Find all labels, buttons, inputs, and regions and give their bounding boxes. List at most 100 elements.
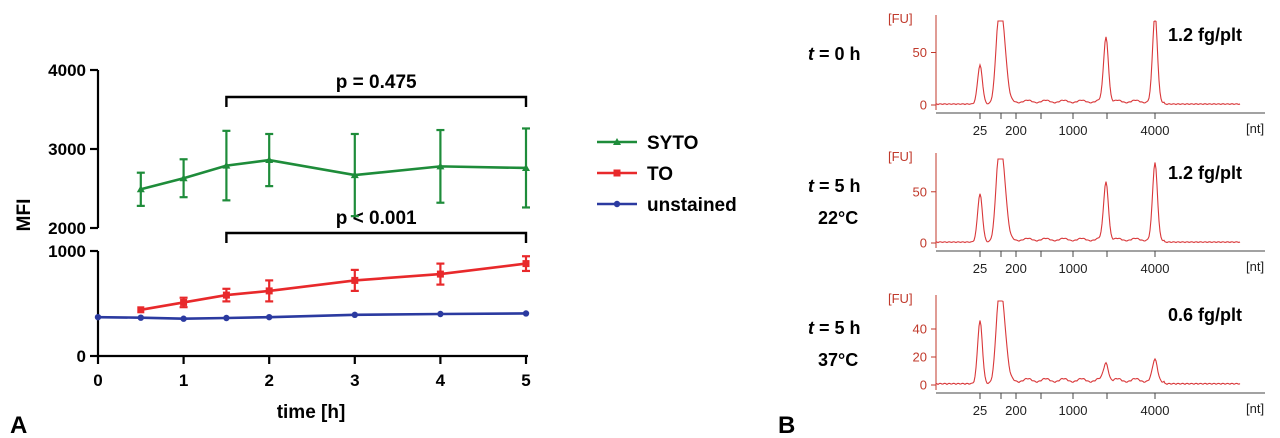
series-line <box>97 312 527 321</box>
data-point <box>613 138 621 145</box>
data-point <box>265 287 273 295</box>
data-point <box>351 311 358 319</box>
nt-tick-label: 200 <box>1005 403 1027 418</box>
legend-item-syto: SYTO <box>597 133 698 154</box>
nt-tick-label: 200 <box>1005 261 1027 276</box>
trace-line <box>935 158 1241 244</box>
data-point <box>180 315 187 322</box>
data-point <box>136 185 145 193</box>
legend-label: SYTO <box>647 133 698 154</box>
y-tick-label: 3000 <box>48 140 86 159</box>
fu-axis-label: [FU] <box>888 11 913 26</box>
significance-bracket <box>225 95 528 107</box>
nt-tick-label: 4000 <box>1141 123 1170 138</box>
electropherogram-3: t = 5 h 37°C 0.6 fg/plt [FU] [nt] 0 20 40 25 200 1… <box>808 291 1265 418</box>
data-point <box>223 314 230 322</box>
panel-a-axes: 0 1000 2000 3000 4000 0 1 2 3 4 5 <box>48 61 531 390</box>
x-axis-title: time [h] <box>277 402 346 423</box>
data-point <box>613 169 621 177</box>
legend-item-to: TO <box>597 164 673 185</box>
nt-tick-label: 25 <box>973 261 987 276</box>
concentration-label: 0.6 fg/plt <box>1168 305 1242 325</box>
fu-tick-label: 50 <box>913 45 927 60</box>
data-point <box>522 310 530 317</box>
data-point <box>436 270 444 278</box>
panel-a-annotations: p = 0.475 p < 0.001 <box>225 72 528 243</box>
data-point <box>437 310 444 318</box>
trace-line <box>935 300 1241 386</box>
x-tick-label: 4 <box>436 371 446 390</box>
data-point <box>522 163 530 171</box>
concentration-label: 1.2 fg/plt <box>1168 25 1242 45</box>
data-point <box>222 161 231 169</box>
y-axis-title: MFI <box>14 199 35 232</box>
data-point <box>613 200 621 208</box>
nt-axis-label: [nt] <box>1246 401 1264 416</box>
data-point <box>94 313 102 321</box>
fu-tick-label: 0 <box>920 236 927 251</box>
fu-tick-label: 0 <box>920 98 927 113</box>
nt-axis-label: [nt] <box>1246 121 1264 136</box>
series-syto <box>136 127 530 218</box>
fu-tick-label: 20 <box>913 350 927 365</box>
data-point <box>522 260 530 268</box>
significance-bracket <box>225 231 528 243</box>
nt-axis-label: [nt] <box>1246 259 1264 274</box>
temperature-label: 37°C <box>818 350 858 370</box>
nt-tick-label: 4000 <box>1141 403 1170 418</box>
series-unstained <box>94 310 530 322</box>
data-point <box>179 174 188 182</box>
condition-label: t = 5 h <box>808 318 861 338</box>
data-point <box>137 306 145 314</box>
fu-tick-label: 50 <box>913 184 927 199</box>
y-tick-label: 4000 <box>48 61 86 80</box>
panel-a-label: A <box>10 412 27 438</box>
data-point <box>265 156 274 164</box>
nt-tick-label: 200 <box>1005 123 1027 138</box>
x-tick-label: 3 <box>350 371 359 390</box>
series-to <box>137 255 530 314</box>
legend-label: TO <box>647 164 673 185</box>
nt-tick-label: 25 <box>973 403 987 418</box>
nt-tick-label: 25 <box>973 123 987 138</box>
panel-a-legend: SYTO TO unstained <box>597 133 737 216</box>
nt-tick-label: 1000 <box>1059 123 1088 138</box>
y-tick-label: 1000 <box>48 242 86 261</box>
electropherogram-2: t = 5 h 22°C 1.2 fg/plt [FU] [nt] 0 50 25 200 100… <box>808 149 1265 276</box>
data-point <box>436 162 445 170</box>
concentration-label: 1.2 fg/plt <box>1168 163 1242 183</box>
legend-label: unstained <box>647 195 737 216</box>
nt-tick-label: 1000 <box>1059 261 1088 276</box>
fu-tick-label: 0 <box>920 378 927 393</box>
nt-tick-label: 1000 <box>1059 403 1088 418</box>
series-line <box>140 262 527 312</box>
trace-line <box>935 20 1241 106</box>
x-tick-label: 5 <box>521 371 530 390</box>
condition-label: t = 0 h <box>808 44 861 64</box>
p-value-label: p = 0.475 <box>336 72 417 93</box>
fu-axis-label: [FU] <box>888 149 913 164</box>
y-tick-label: 0 <box>77 347 86 366</box>
data-point <box>180 298 188 306</box>
legend-item-unstained: unstained <box>597 195 737 216</box>
panel-a-series <box>94 127 530 322</box>
fu-tick-label: 40 <box>913 322 927 337</box>
fu-axis-label: [FU] <box>888 291 913 306</box>
x-tick-label: 0 <box>93 371 102 390</box>
condition-label: t = 5 h <box>808 176 861 196</box>
data-point <box>266 313 273 321</box>
data-point <box>222 291 230 299</box>
p-value-label: p < 0.001 <box>336 208 417 229</box>
data-point <box>351 276 359 284</box>
temperature-label: 22°C <box>818 208 858 228</box>
data-point <box>350 171 359 179</box>
series-line <box>140 158 527 191</box>
x-tick-label: 2 <box>264 371 273 390</box>
data-point <box>137 314 144 321</box>
x-tick-label: 1 <box>179 371 188 390</box>
panel-b-label: B <box>778 412 795 438</box>
y-tick-label: 2000 <box>48 219 86 238</box>
electropherogram-1: t = 0 h 1.2 fg/plt [FU] [nt] 0 50 25 200 1000 400… <box>808 11 1265 138</box>
